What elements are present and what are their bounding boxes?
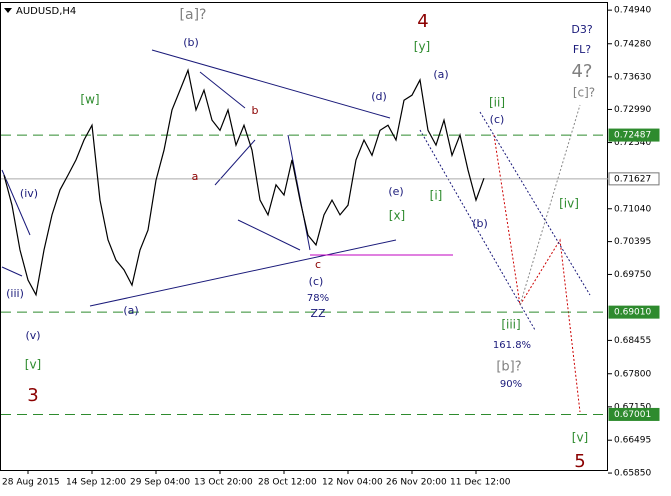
projection-lines — [419, 104, 591, 413]
chart-title: AUDUSD,H4 — [16, 6, 76, 17]
y-tick-label: 0.70395 — [614, 237, 651, 247]
level-box — [608, 128, 660, 142]
wave-label: 4 — [417, 11, 428, 32]
y-tick-label: 0.73630 — [614, 72, 651, 82]
x-tick-label: 29 Sep 04:00 — [130, 478, 190, 488]
wave-label: (c) — [490, 113, 505, 126]
y-tick-label: 0.72990 — [614, 105, 651, 115]
level-box — [608, 305, 660, 319]
wave-label: [y] — [414, 40, 430, 54]
price-line — [3, 68, 485, 297]
y-tick-label: 0.68455 — [614, 336, 651, 346]
x-tick-label: 11 Dec 12:00 — [450, 478, 511, 488]
level-label: 0.67001 — [614, 410, 651, 420]
y-tick-label: 0.66495 — [614, 436, 651, 446]
wave-label: (iii) — [6, 287, 24, 300]
level-label: 0.69010 — [614, 308, 651, 318]
y-tick-label: 0.67800 — [614, 369, 651, 379]
x-tick-label: 14 Sep 12:00 — [66, 478, 126, 488]
level-box — [608, 407, 660, 421]
x-tick-label: 28 Oct 12:00 — [258, 478, 317, 488]
wave-label: (b) — [183, 36, 199, 49]
y-tick-label: 0.74280 — [614, 39, 651, 49]
x-tick-label: 26 Nov 20:00 — [386, 478, 447, 488]
wave-label: (c) — [309, 275, 324, 288]
level-label: 0.71627 — [614, 174, 651, 184]
wave-label: (a) — [123, 304, 138, 317]
wave-label: 90% — [500, 379, 522, 390]
y-tick-label: 0.65850 — [614, 469, 651, 479]
wave-label: [w] — [80, 93, 99, 107]
wave-label: 3 — [27, 385, 38, 406]
x-tick-label: 12 Nov 04:00 — [322, 478, 383, 488]
wave-label: 5 — [574, 451, 585, 472]
y-tick-label: 0.67150 — [614, 402, 651, 412]
wave-label: ZZ — [310, 307, 326, 320]
wave-label: [x] — [389, 209, 405, 223]
wave-label: D3? — [571, 23, 592, 36]
wave-label: [v] — [572, 431, 588, 445]
y-tick-label: 0.71040 — [614, 204, 651, 214]
wave-label: [a]? — [180, 7, 207, 23]
wave-label: (iv) — [20, 187, 38, 200]
wave-label: [c]? — [573, 86, 595, 100]
wave-label: (e) — [388, 185, 403, 198]
wave-label: 4? — [571, 61, 592, 82]
dropdown-icon — [4, 8, 12, 13]
wave-label: [ii] — [489, 96, 505, 110]
wave-label: b — [252, 104, 259, 117]
y-tick-label: 0.74940 — [614, 6, 651, 16]
wave-label: (d) — [371, 90, 387, 103]
wave-label: [iv] — [559, 197, 579, 211]
wave-label: 78% — [307, 293, 329, 304]
level-box — [608, 172, 660, 186]
plot-frame — [0, 2, 608, 471]
wave-label: (b) — [472, 217, 488, 230]
wave-label: [v] — [25, 358, 41, 372]
level-label: 0.72487 — [614, 131, 651, 141]
wave-label: [b]? — [496, 360, 521, 375]
wave-label: 161.8% — [493, 340, 531, 351]
x-tick-label: 28 Aug 2015 — [2, 478, 60, 488]
wave-label: [iii] — [501, 318, 520, 332]
wave-label: c — [315, 258, 321, 271]
x-tick-label: 13 Oct 20:00 — [194, 478, 253, 488]
wave-label: a — [192, 170, 199, 183]
wave-label: (a) — [433, 68, 448, 81]
y-tick-label: 0.69750 — [614, 270, 651, 280]
wave-label: FL? — [573, 43, 591, 56]
wave-label: (v) — [25, 329, 40, 342]
wave-label: [i] — [430, 189, 443, 203]
y-tick-label: 0.72340 — [614, 138, 651, 148]
